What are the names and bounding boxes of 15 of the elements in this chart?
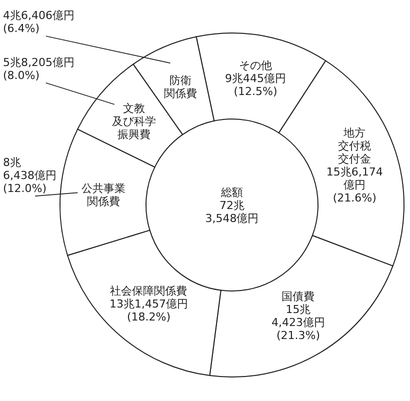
slice-label: 社会保障関係費 [110,284,188,298]
slice-label: 国債費 [282,290,315,304]
data-label: 15兆6,174 億円 (21.6%) [326,165,383,204]
data-label: 5兆8,205億円 (8.0%) [3,56,74,82]
slice-label: 地方交付税交付金 [338,126,372,166]
slice-label: 公共事業関係費 [81,182,126,208]
data-label: 15兆 4,423億円 (21.3%) [271,303,325,342]
data-label: 9兆445億円 (12.5%) [225,72,286,98]
data-label: 8兆 6,438億円 (12.0%) [3,156,56,196]
slice-label: 防衛関係費 [164,74,198,100]
slice-label: 文教及び科学振興費 [112,102,156,142]
data-label: 13兆1,457億円 (18.2%) [109,298,188,324]
data-label: 4兆6,406億円 (6.4%) [3,9,74,36]
slice-label: その他 [239,59,272,72]
text: 総額 72兆 3,548億円 [205,186,259,225]
